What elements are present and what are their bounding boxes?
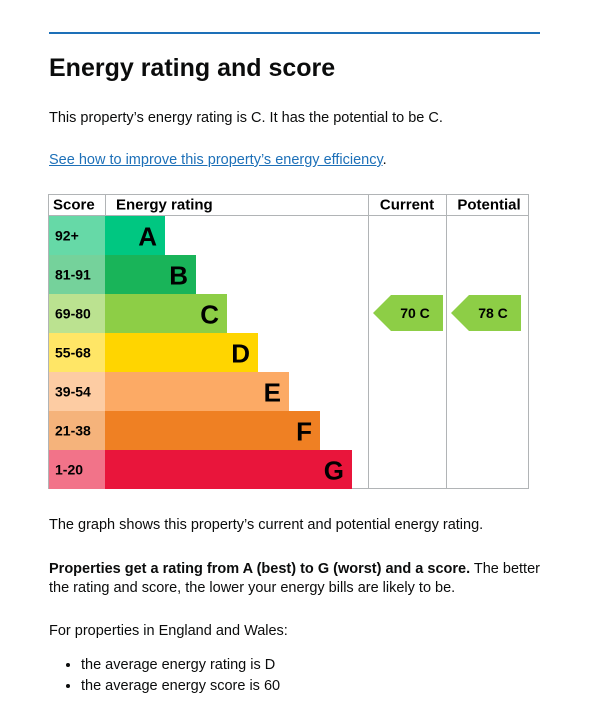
rating-letter: F xyxy=(296,417,312,447)
average-list: the average energy rating is D the avera… xyxy=(49,655,572,697)
intro: This property’s energy rating is C. It h… xyxy=(49,110,443,126)
rating-arrow xyxy=(373,295,443,331)
rating-bar xyxy=(105,216,165,255)
score-cell xyxy=(49,255,105,294)
score-range: 81-91 xyxy=(55,267,91,283)
rating-letter: D xyxy=(231,339,250,369)
rating-letter: A xyxy=(138,222,157,252)
score-cell xyxy=(49,216,105,255)
score-cell xyxy=(49,294,105,333)
column-header: Energy rating xyxy=(116,197,213,214)
rating-arrow-label: 78 C xyxy=(478,305,508,321)
score-range: 69-80 xyxy=(55,306,91,322)
rating-letter: G xyxy=(324,456,344,486)
column-header: Score xyxy=(53,197,95,214)
rating-arrow xyxy=(451,295,521,331)
average-intro: For properties in England and Wales: xyxy=(49,623,288,639)
rating-bar xyxy=(105,333,258,372)
heading: Energy rating and score xyxy=(49,54,336,82)
explanation-rest: The better the rating and score, the low… xyxy=(49,561,540,596)
score-range: 39-54 xyxy=(55,384,91,400)
rating-bar xyxy=(105,294,227,333)
average-item: the average energy score is 60 xyxy=(81,676,572,697)
score-range: 21-38 xyxy=(55,423,91,439)
score-range: 55-68 xyxy=(55,345,91,361)
section-rule xyxy=(49,32,540,34)
explanation-bold: Properties get a rating from A (best) to… xyxy=(49,561,471,577)
column-header: Potential xyxy=(457,197,520,214)
rating-bar xyxy=(105,255,196,294)
caption: The graph shows this property’s current … xyxy=(49,517,484,533)
rating-bar xyxy=(105,411,320,450)
link-paragraph: See how to improve this property’s energ… xyxy=(49,151,540,170)
rating-bar xyxy=(105,372,289,411)
rating-letter: C xyxy=(200,300,219,330)
energy-graph: Score Energy rating Current Potential 92+ A 81… xyxy=(48,194,529,489)
improve-link[interactable]: See how to improve this property’s energ… xyxy=(49,152,383,168)
average-item: the average energy rating is D xyxy=(81,655,572,676)
explanation: Properties get a rating from A (best) to… xyxy=(49,560,540,598)
score-cell xyxy=(49,333,105,372)
rating-arrow-label: 70 C xyxy=(400,305,430,321)
link-after: . xyxy=(382,152,387,168)
score-range: 1-20 xyxy=(55,462,83,478)
score-cell xyxy=(49,372,105,411)
rating-letter: B xyxy=(169,261,188,291)
rating-letter: E xyxy=(264,378,281,408)
score-range: 92+ xyxy=(55,228,79,244)
score-cell xyxy=(49,411,105,450)
score-cell xyxy=(49,450,105,489)
rating-bar xyxy=(105,450,352,489)
column-header: Current xyxy=(380,197,434,214)
